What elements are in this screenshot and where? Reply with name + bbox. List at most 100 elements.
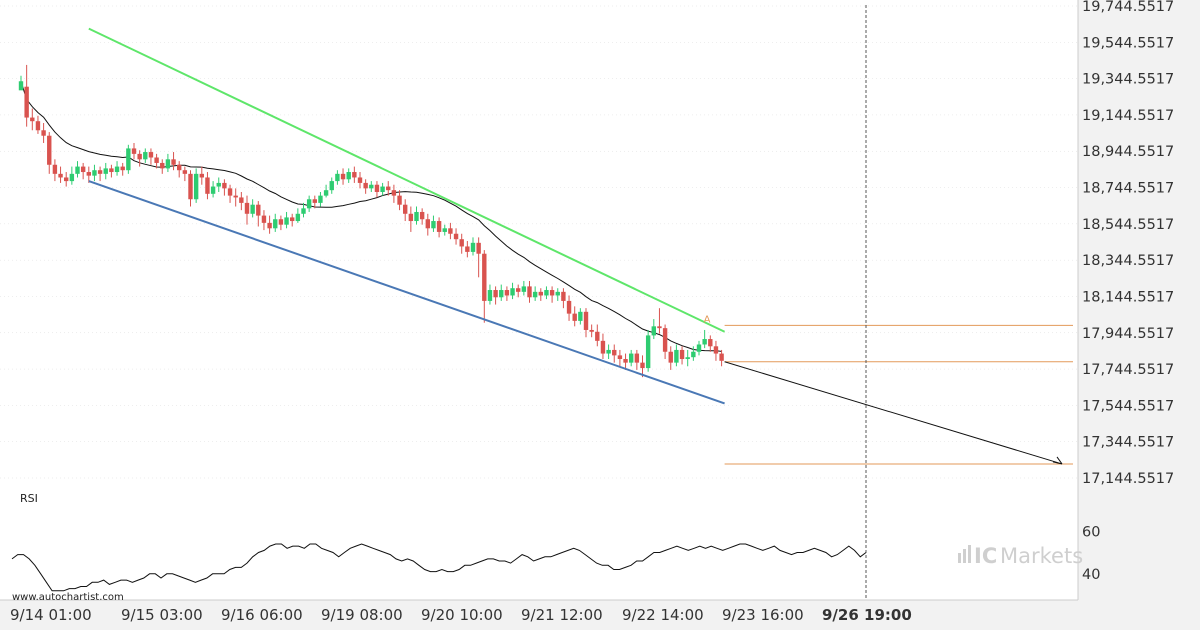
- candle-body: [629, 353, 634, 363]
- x-tick-label: 9/26 19:00: [822, 606, 912, 624]
- candle-body: [476, 242, 481, 254]
- watermark-url: www.autochartist.com: [12, 592, 124, 603]
- candle-body: [352, 172, 357, 178]
- candle-body: [267, 222, 272, 229]
- candle-body: [256, 204, 261, 216]
- candle-body: [329, 181, 334, 191]
- candle-body: [75, 166, 80, 174]
- candle-body: [521, 286, 527, 292]
- x-tick-label: 9/22 14:00: [622, 606, 704, 624]
- candle-body: [386, 186, 391, 191]
- candle-body: [566, 300, 572, 314]
- candle-body: [205, 177, 210, 194]
- candle-body: [527, 286, 532, 298]
- candle-body: [244, 202, 250, 214]
- candle-body: [290, 217, 295, 222]
- y-tick-label: 17,144.5517: [1082, 471, 1174, 487]
- moving-average-line: [20, 81, 722, 352]
- gridlines: [0, 5, 1078, 479]
- candle-body: [397, 195, 402, 205]
- candle-body: [470, 242, 476, 252]
- x-axis-panel: [0, 600, 1078, 630]
- candle-body: [312, 199, 317, 203]
- rsi-line: [11, 543, 867, 592]
- candle-body: [583, 311, 589, 330]
- candle-body: [634, 353, 640, 363]
- candle-body: [126, 148, 131, 171]
- candle-body: [103, 168, 108, 174]
- candle-body: [504, 290, 510, 296]
- candle-body: [623, 359, 628, 363]
- candle-body: [612, 349, 617, 356]
- candle-body: [510, 288, 515, 296]
- pattern-overlays: A: [88, 5, 1073, 600]
- axis-tick-labels: 19,744.5517 19,544.5517 19,344.5517 19,144.…: [10, 0, 1174, 624]
- x-tick-label: 9/19 08:00: [321, 606, 403, 624]
- candle-body: [589, 329, 594, 332]
- x-tick-label: 9/16 06:00: [221, 606, 303, 624]
- candle-body: [674, 349, 679, 363]
- candle-body: [493, 290, 498, 298]
- candle-body: [250, 204, 255, 214]
- candle-body: [668, 351, 673, 363]
- candle-body: [414, 211, 419, 222]
- x-tick-label: 9/20 10:00: [421, 606, 503, 624]
- candle-body: [431, 221, 436, 229]
- candle-body: [346, 172, 351, 180]
- candle-body: [696, 344, 702, 352]
- candle-body: [425, 219, 430, 229]
- candle-body: [80, 166, 86, 173]
- y-tick-label: 19,744.5517: [1082, 0, 1174, 15]
- candle-body: [86, 172, 91, 176]
- candle-body: [645, 335, 651, 369]
- brand-bar-2: [963, 549, 966, 563]
- rsi-panel: [11, 543, 867, 592]
- candle-body: [459, 239, 464, 247]
- candle-body: [52, 164, 58, 174]
- candle-body: [261, 215, 267, 223]
- candle-body: [188, 173, 193, 200]
- candle-body: [465, 246, 470, 252]
- candle-body: [685, 357, 690, 360]
- candle-body: [702, 339, 707, 345]
- candle-body: [651, 326, 656, 336]
- y-tick-label: 17,344.5517: [1082, 435, 1174, 451]
- candle-body: [532, 291, 538, 298]
- candle-body: [233, 195, 238, 198]
- candle-body: [419, 211, 425, 220]
- rsi-tick-label: 60: [1082, 524, 1100, 540]
- candle-body: [555, 291, 560, 296]
- candle-body: [171, 159, 176, 165]
- candle-body: [301, 208, 306, 214]
- candle-body: [408, 213, 414, 222]
- candle-body: [691, 351, 696, 358]
- candle-body: [148, 152, 154, 158]
- forecast-arrow-line: [724, 361, 1063, 465]
- candle-body: [448, 228, 453, 234]
- y-tick-label: 18,944.5517: [1082, 144, 1174, 160]
- candle-body: [549, 290, 555, 296]
- candle-body: [210, 186, 216, 194]
- candle-body: [273, 219, 278, 229]
- y-tick-label: 18,744.5517: [1082, 181, 1174, 197]
- candle-body: [239, 197, 244, 203]
- candle-body: [64, 177, 69, 182]
- candle-body: [120, 166, 125, 171]
- candle-body: [499, 290, 504, 298]
- y-tick-label: 18,144.5517: [1082, 289, 1174, 305]
- candle-body: [177, 164, 182, 171]
- candle-body: [323, 190, 329, 196]
- candle-body: [227, 188, 233, 196]
- candle-body: [482, 253, 487, 301]
- candle-body: [193, 173, 199, 200]
- candle-body: [69, 173, 75, 182]
- candle-body: [442, 228, 447, 232]
- candle-body: [538, 291, 543, 296]
- candle-body: [30, 117, 35, 122]
- y-tick-label: 17,744.5517: [1082, 362, 1174, 378]
- candle-body: [114, 166, 120, 173]
- x-tick-label: 9/23 16:00: [722, 606, 804, 624]
- y-tick-label: 19,544.5517: [1082, 35, 1174, 51]
- pattern-point-label: A: [704, 314, 711, 325]
